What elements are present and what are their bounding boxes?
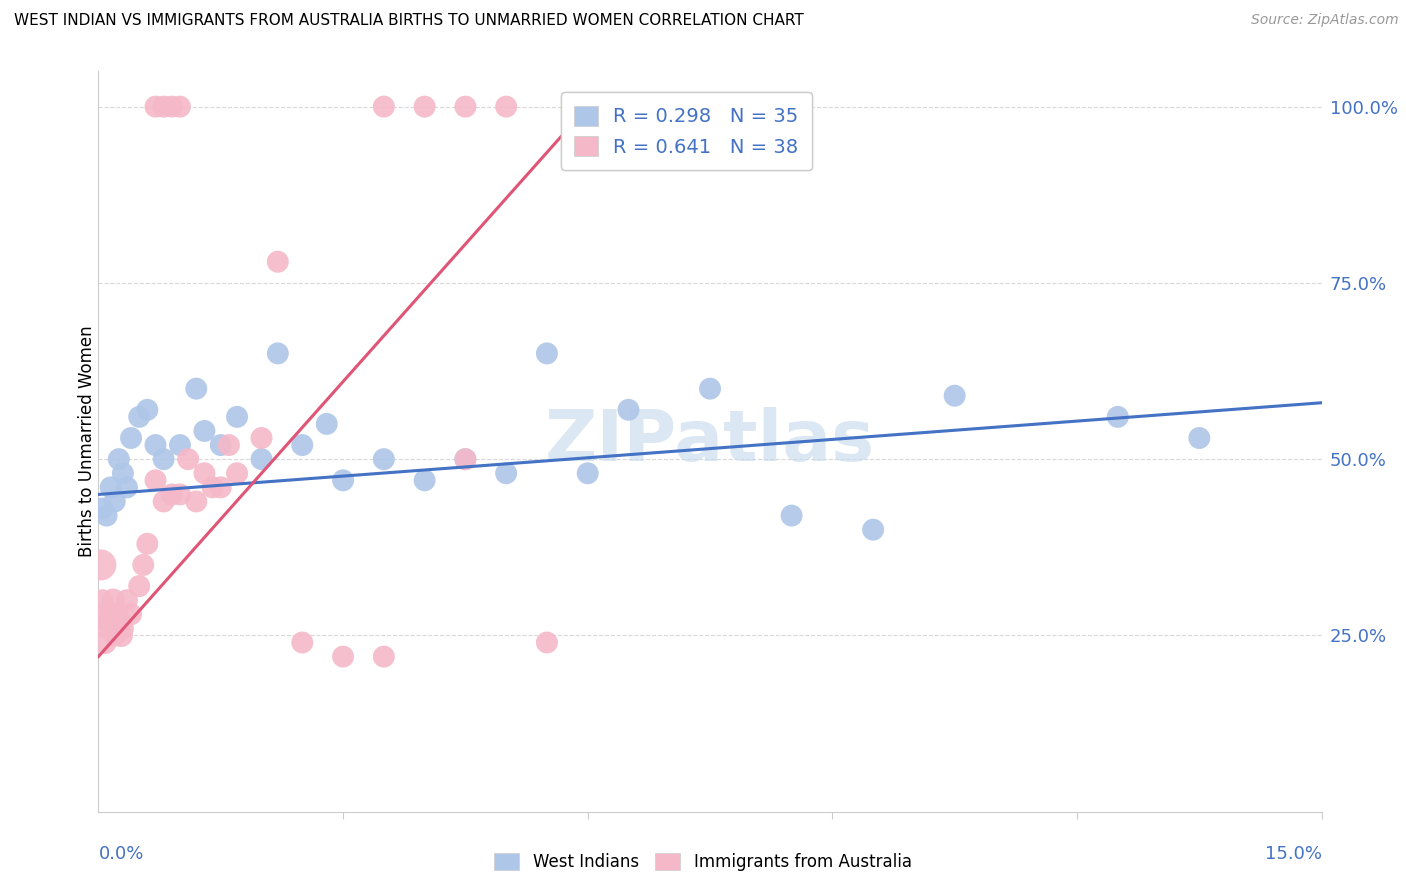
Point bbox=[201, 480, 224, 494]
Point bbox=[100, 615, 122, 629]
Point bbox=[413, 473, 436, 487]
Point bbox=[160, 487, 183, 501]
Point bbox=[495, 100, 517, 114]
Point bbox=[413, 100, 436, 114]
Point bbox=[186, 494, 208, 508]
Point bbox=[177, 452, 200, 467]
Point bbox=[145, 100, 167, 114]
Point bbox=[617, 402, 640, 417]
Point bbox=[186, 382, 208, 396]
Point bbox=[160, 100, 183, 114]
Point bbox=[267, 254, 290, 268]
Text: WEST INDIAN VS IMMIGRANTS FROM AUSTRALIA BIRTHS TO UNMARRIED WOMEN CORRELATION C: WEST INDIAN VS IMMIGRANTS FROM AUSTRALIA… bbox=[14, 13, 804, 29]
Point bbox=[100, 607, 122, 622]
Point bbox=[104, 628, 127, 642]
Point bbox=[226, 467, 249, 481]
Point bbox=[267, 346, 290, 360]
Point bbox=[120, 607, 142, 622]
Point bbox=[862, 523, 884, 537]
Point bbox=[152, 100, 174, 114]
Point bbox=[97, 621, 120, 635]
Y-axis label: Births to Unmarried Women: Births to Unmarried Women bbox=[79, 326, 96, 558]
Point bbox=[193, 467, 215, 481]
Point bbox=[536, 635, 558, 649]
Point bbox=[332, 649, 354, 664]
Point bbox=[96, 508, 118, 523]
Point bbox=[169, 438, 191, 452]
Point bbox=[209, 438, 232, 452]
Point bbox=[91, 501, 114, 516]
Point bbox=[101, 593, 124, 607]
Point bbox=[115, 593, 138, 607]
Point bbox=[145, 473, 167, 487]
Point bbox=[120, 431, 142, 445]
Point bbox=[576, 467, 599, 481]
Point bbox=[699, 382, 721, 396]
Point bbox=[108, 615, 131, 629]
Text: ZIPatlas: ZIPatlas bbox=[546, 407, 875, 476]
Point bbox=[1107, 409, 1129, 424]
Point bbox=[193, 424, 215, 438]
Point bbox=[250, 431, 273, 445]
Point bbox=[152, 494, 174, 508]
Point bbox=[145, 438, 167, 452]
Point bbox=[111, 621, 134, 635]
Point bbox=[91, 607, 114, 622]
Point bbox=[100, 480, 122, 494]
Point bbox=[104, 494, 127, 508]
Point bbox=[332, 473, 354, 487]
Point bbox=[373, 452, 395, 467]
Point bbox=[169, 487, 191, 501]
Point bbox=[91, 593, 114, 607]
Point bbox=[315, 417, 337, 431]
Point bbox=[110, 628, 132, 642]
Text: 0.0%: 0.0% bbox=[98, 845, 143, 863]
Point bbox=[536, 346, 558, 360]
Point bbox=[943, 389, 966, 403]
Point bbox=[291, 438, 314, 452]
Point bbox=[152, 452, 174, 467]
Point bbox=[128, 579, 150, 593]
Point bbox=[1188, 431, 1211, 445]
Point bbox=[250, 452, 273, 467]
Point bbox=[373, 100, 395, 114]
Point bbox=[169, 100, 191, 114]
Point bbox=[780, 508, 803, 523]
Point bbox=[209, 480, 232, 494]
Point bbox=[105, 607, 128, 622]
Legend: West Indians, Immigrants from Australia: West Indians, Immigrants from Australia bbox=[486, 845, 920, 880]
Point bbox=[226, 409, 249, 424]
Text: 15.0%: 15.0% bbox=[1264, 845, 1322, 863]
Point bbox=[115, 480, 138, 494]
Point bbox=[136, 402, 159, 417]
Point bbox=[136, 537, 159, 551]
Legend: R = 0.298   N = 35, R = 0.641   N = 38: R = 0.298 N = 35, R = 0.641 N = 38 bbox=[561, 92, 813, 170]
Point bbox=[108, 615, 131, 629]
Point bbox=[291, 635, 314, 649]
Point bbox=[90, 558, 112, 572]
Point bbox=[454, 100, 477, 114]
Point bbox=[128, 409, 150, 424]
Point bbox=[96, 615, 118, 629]
Point bbox=[132, 558, 155, 572]
Point bbox=[108, 452, 131, 467]
Text: Source: ZipAtlas.com: Source: ZipAtlas.com bbox=[1251, 13, 1399, 28]
Point bbox=[218, 438, 240, 452]
Point bbox=[94, 635, 117, 649]
Point bbox=[111, 467, 134, 481]
Point bbox=[454, 452, 477, 467]
Point bbox=[373, 649, 395, 664]
Point bbox=[454, 452, 477, 467]
Point bbox=[495, 467, 517, 481]
Point bbox=[740, 100, 762, 114]
